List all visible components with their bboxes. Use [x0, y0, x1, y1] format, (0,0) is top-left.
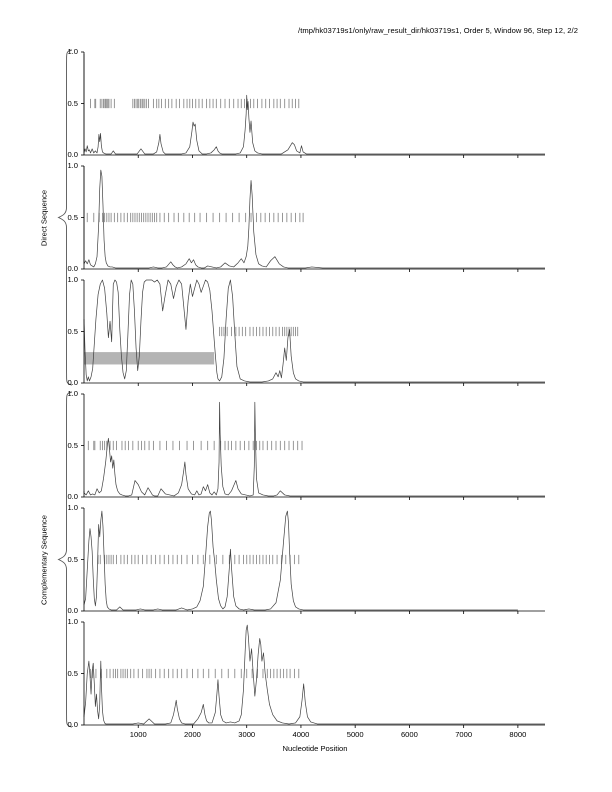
x-tick-label: 8000: [509, 730, 527, 739]
x-axis-label: Nucleotide Position: [282, 744, 348, 753]
x-tick-label: 6000: [400, 730, 418, 739]
y-tick-label: 0.5: [67, 440, 78, 450]
figure-title: /tmp/hk03719s1/only/raw_result_dir/hk037…: [298, 26, 578, 35]
highlight-band: [84, 352, 215, 365]
plot-panel-3: [81, 279, 545, 386]
plot-panel-4: [81, 393, 545, 500]
brace-complementary-sequence: [57, 391, 73, 728]
data-line: [83, 401, 545, 497]
y-tick-label: 0.5: [67, 212, 78, 222]
y-tick-label: 1.0: [67, 617, 78, 626]
data-line: [83, 510, 518, 611]
y-tick-label: 1.0: [67, 389, 78, 398]
y-tick-label: 0.5: [67, 326, 78, 336]
x-tick-label: 3000: [238, 730, 256, 739]
y-tick-label: 0.0: [67, 606, 78, 615]
plot-panel-5: [81, 507, 545, 614]
data-line: [83, 54, 545, 155]
plot-panel-6: [81, 621, 545, 728]
x-tick-label: 7000: [455, 730, 473, 739]
x-tick-label: 1000: [129, 730, 147, 739]
data-line: [83, 279, 545, 383]
y-tick-label: 0.0: [67, 264, 78, 273]
brace-direct-sequence: [57, 49, 73, 386]
x-tick-label: 4000: [292, 730, 310, 739]
y-tick-label: 0.5: [67, 98, 78, 108]
y-tick-label: 1.0: [67, 503, 78, 512]
data-line: [83, 624, 545, 725]
y-tick-label: 0.5: [67, 668, 78, 678]
marker-row: [90, 98, 300, 109]
plot-panel-2: [81, 165, 545, 272]
y-tick-label: 0.0: [67, 492, 78, 501]
y-tick-label: 1.0: [67, 161, 78, 170]
marker-row: [219, 326, 299, 337]
y-tick-label: 0.0: [67, 150, 78, 159]
y-tick-label: 1.0: [67, 275, 78, 284]
plot-panel-1: [81, 51, 545, 158]
y-tick-label: 0.0: [67, 720, 78, 729]
marker-row: [86, 212, 304, 223]
y-tick-label: 1.0: [67, 47, 78, 56]
x-tick-label: 5000: [346, 730, 364, 739]
data-line: [83, 166, 545, 269]
marker-row: [90, 668, 300, 679]
marker-row: [87, 440, 303, 451]
y-tick-label: 0.0: [67, 378, 78, 387]
y-tick-label: 0.5: [67, 554, 78, 564]
marker-row: [97, 554, 300, 565]
x-tick-label: 2000: [184, 730, 201, 739]
